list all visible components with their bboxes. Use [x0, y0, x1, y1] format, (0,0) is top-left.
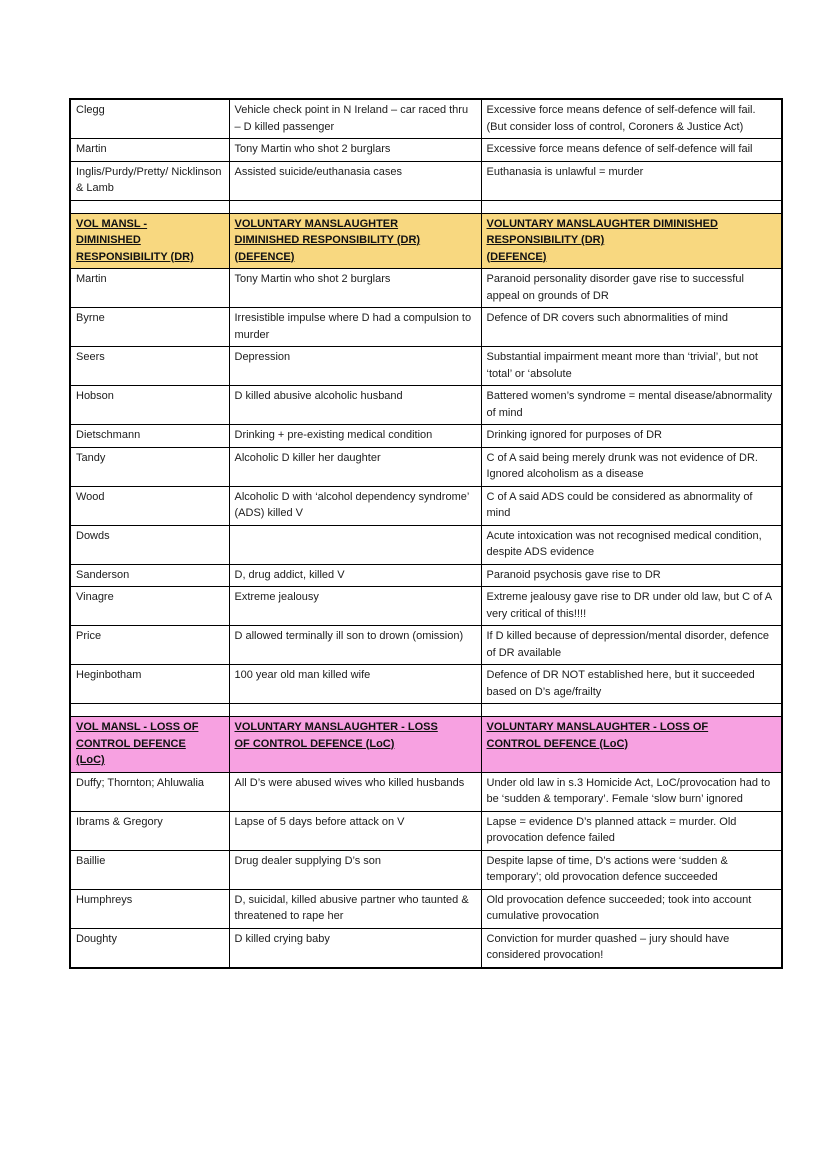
- case-row: Duffy; Thornton; Ahluwalia All D’s were a…: [69, 771, 783, 812]
- case-facts-cell: [228, 524, 482, 565]
- case-facts-cell: Alcoholic D with ‘alcohol dependency syn…: [228, 485, 482, 526]
- case-facts-cell: Lapse of 5 days before attack on V: [228, 810, 482, 851]
- case-facts-cell: Drug dealer supplying D’s son: [228, 849, 482, 890]
- case-facts-cell: Drinking + pre-existing medical conditio…: [228, 424, 482, 448]
- case-facts-cell: D, suicidal, killed abusive partner who …: [228, 888, 482, 929]
- case-name-cell: Duffy; Thornton; Ahluwalia: [69, 771, 230, 812]
- case-facts-cell: 100 year old man killed wife: [228, 664, 482, 704]
- case-row: Price D allowed terminally ill son to dro…: [69, 625, 783, 665]
- legal-principle-cell: Extreme jealousy gave rise to DR under o…: [480, 586, 783, 626]
- legal-principle-cell: Defence of DR covers such abnormalities …: [480, 307, 783, 347]
- case-row: Dowds Acute intoxication was not recognis…: [69, 524, 783, 565]
- case-facts-cell: Vehicle check point in N Ireland – car r…: [228, 98, 482, 139]
- case-facts-cell: D killed crying baby: [228, 927, 482, 968]
- case-facts-cell: Irresistible impulse where D had a compu…: [228, 307, 482, 347]
- case-name-cell: Dietschmann: [69, 424, 230, 448]
- legal-principle-cell: Excessive force means defence of self-de…: [480, 138, 783, 162]
- case-row: Heginbotham 100 year old man killed wife D…: [69, 664, 783, 704]
- case-law-table: Clegg Vehicle check point in N Ireland – …: [69, 98, 783, 969]
- case-facts-cell: All D’s were abused wives who killed hus…: [228, 771, 482, 812]
- case-row: Clegg Vehicle check point in N Ireland – …: [69, 98, 783, 139]
- legal-principle-cell: Drinking ignored for purposes of DR: [480, 424, 783, 448]
- case-name-cell: Humphreys: [69, 888, 230, 929]
- case-facts-cell: Assisted suicide/euthanasia cases: [228, 160, 482, 201]
- legal-principle-cell: Despite lapse of time, D’s actions were …: [480, 849, 783, 890]
- case-name-cell: [69, 199, 230, 214]
- case-row: Seers Depression Substantial impairment me…: [69, 346, 783, 386]
- legal-principle-cell: Excessive force means defence of self-de…: [480, 98, 783, 139]
- legal-principle-cell: [480, 703, 783, 717]
- case-name-cell: Dowds: [69, 524, 230, 565]
- legal-principle-cell: Euthanasia is unlawful = murder: [480, 160, 783, 201]
- table-body: Clegg Vehicle check point in N Ireland – …: [69, 98, 783, 968]
- legal-principle-cell: Paranoid psychosis gave rise to DR: [480, 563, 783, 587]
- case-name-cell: Baillie: [69, 849, 230, 890]
- legal-principle-cell: Acute intoxication was not recognised me…: [480, 524, 783, 565]
- case-name-cell: Martin: [69, 138, 230, 162]
- case-facts-cell: Alcoholic D killer her daughter: [228, 446, 482, 487]
- case-row: Byrne Irresistible impulse where D had a …: [69, 307, 783, 347]
- section-header-cell: VOLUNTARY MANSLAUGHTER DIMINISHED RESPON…: [480, 212, 783, 269]
- section-header-cell: VOLUNTARY MANSLAUGHTER - LOSS OF CONTROL…: [228, 716, 482, 773]
- section-header-cell: VOL MANSL - DIMINISHED RESPONSIBILITY (D…: [69, 212, 230, 269]
- case-name-cell: Martin: [69, 268, 230, 308]
- case-row: Vinagre Extreme jealousy Extreme jealousy …: [69, 586, 783, 626]
- legal-principle-cell: C of A said being merely drunk was not e…: [480, 446, 783, 487]
- case-row: Baillie Drug dealer supplying D’s son Desp…: [69, 849, 783, 890]
- case-name-cell: Doughty: [69, 927, 230, 968]
- case-row: Inglis/Purdy/Pretty/ Nicklinson & Lamb As…: [69, 160, 783, 201]
- case-facts-cell: Tony Martin who shot 2 burglars: [228, 138, 482, 162]
- case-row: Humphreys D, suicidal, killed abusive par…: [69, 888, 783, 929]
- section-header-cell: VOLUNTARY MANSLAUGHTER - LOSS OF CONTROL…: [480, 716, 783, 773]
- section-header-cell: VOL MANSL - LOSS OF CONTROL DEFENCE (LoC…: [69, 716, 230, 773]
- case-name-cell: Heginbotham: [69, 664, 230, 704]
- section-header-row: VOL MANSL - DIMINISHED RESPONSIBILITY (D…: [69, 212, 783, 269]
- legal-principle-cell: Under old law in s.3 Homicide Act, LoC/p…: [480, 771, 783, 812]
- legal-principle-cell: Paranoid personality disorder gave rise …: [480, 268, 783, 308]
- case-row: Dietschmann Drinking + pre-existing medic…: [69, 424, 783, 448]
- legal-principle-cell: Substantial impairment meant more than ‘…: [480, 346, 783, 386]
- case-row: Martin Tony Martin who shot 2 burglars Exc…: [69, 138, 783, 162]
- spacer-row: [69, 703, 783, 717]
- case-row: Ibrams & Gregory Lapse of 5 days before a…: [69, 810, 783, 851]
- case-facts-cell: Tony Martin who shot 2 burglars: [228, 268, 482, 308]
- case-facts-cell: [228, 703, 482, 717]
- case-name-cell: Wood: [69, 485, 230, 526]
- legal-principle-cell: [480, 199, 783, 214]
- case-row: Martin Tony Martin who shot 2 burglars Par…: [69, 268, 783, 308]
- case-name-cell: [69, 703, 230, 717]
- case-row: Wood Alcoholic D with ‘alcohol dependency…: [69, 485, 783, 526]
- case-facts-cell: Depression: [228, 346, 482, 386]
- case-row: Hobson D killed abusive alcoholic husband…: [69, 385, 783, 425]
- case-name-cell: Vinagre: [69, 586, 230, 626]
- case-name-cell: Hobson: [69, 385, 230, 425]
- case-name-cell: Price: [69, 625, 230, 665]
- case-name-cell: Clegg: [69, 98, 230, 139]
- legal-principle-cell: Lapse = evidence D’s planned attack = mu…: [480, 810, 783, 851]
- legal-principle-cell: Battered women’s syndrome = mental disea…: [480, 385, 783, 425]
- section-header-cell: VOLUNTARY MANSLAUGHTER DIMINISHED RESPON…: [228, 212, 482, 269]
- case-name-cell: Ibrams & Gregory: [69, 810, 230, 851]
- case-name-cell: Seers: [69, 346, 230, 386]
- case-facts-cell: [228, 199, 482, 214]
- legal-principle-cell: Conviction for murder quashed – jury sho…: [480, 927, 783, 968]
- case-row: Sanderson D, drug addict, killed V Paranoi…: [69, 563, 783, 587]
- legal-principle-cell: Defence of DR NOT established here, but …: [480, 664, 783, 704]
- case-name-cell: Byrne: [69, 307, 230, 347]
- case-name-cell: Sanderson: [69, 563, 230, 587]
- spacer-row: [69, 199, 783, 214]
- case-row: Doughty D killed crying baby Conviction fo…: [69, 927, 783, 968]
- case-facts-cell: D allowed terminally ill son to drown (o…: [228, 625, 482, 665]
- case-name-cell: Tandy: [69, 446, 230, 487]
- legal-principle-cell: If D killed because of depression/mental…: [480, 625, 783, 665]
- section-header-row: VOL MANSL - LOSS OF CONTROL DEFENCE (LoC…: [69, 716, 783, 773]
- case-facts-cell: D, drug addict, killed V: [228, 563, 482, 587]
- legal-principle-cell: C of A said ADS could be considered as a…: [480, 485, 783, 526]
- case-facts-cell: Extreme jealousy: [228, 586, 482, 626]
- case-facts-cell: D killed abusive alcoholic husband: [228, 385, 482, 425]
- legal-principle-cell: Old provocation defence succeeded; took …: [480, 888, 783, 929]
- case-row: Tandy Alcoholic D killer her daughter C of…: [69, 446, 783, 487]
- case-name-cell: Inglis/Purdy/Pretty/ Nicklinson & Lamb: [69, 160, 230, 201]
